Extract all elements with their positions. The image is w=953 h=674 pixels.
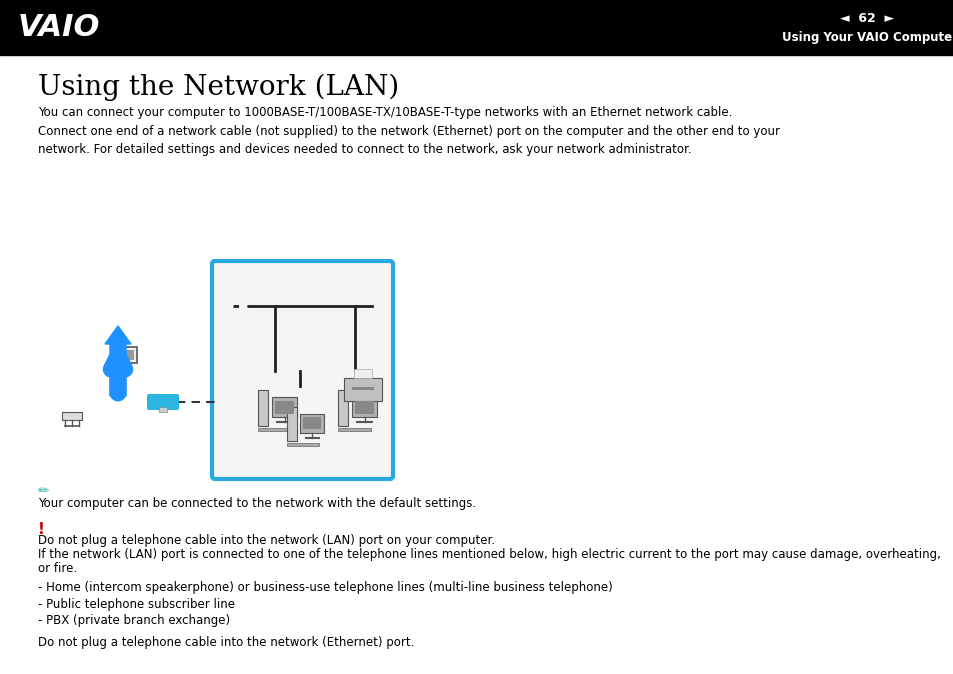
Bar	[287, 443, 318, 446]
Bar	[272, 397, 297, 417]
Text: or fire.: or fire.	[38, 562, 77, 575]
Bar	[257, 390, 268, 426]
FancyBboxPatch shape	[147, 394, 179, 410]
Bar	[354, 369, 372, 379]
FancyBboxPatch shape	[212, 261, 393, 479]
Bar	[303, 417, 321, 429]
Text: ✏: ✏	[38, 484, 50, 498]
Bar	[119, 347, 137, 363]
Bar	[257, 428, 291, 431]
Bar	[337, 390, 348, 426]
Bar	[300, 414, 324, 433]
Text: Using Your VAIO Computer: Using Your VAIO Computer	[781, 32, 953, 44]
Bar	[337, 428, 371, 431]
Bar	[352, 397, 376, 417]
Text: You can connect your computer to 1000BASE-T/100BASE-TX/10BASE-T-type networks wi: You can connect your computer to 1000BAS…	[38, 106, 780, 156]
Text: - PBX (private branch exchange): - PBX (private branch exchange)	[38, 614, 230, 627]
Bar	[62, 412, 82, 420]
Bar	[352, 387, 374, 390]
Text: - Home (intercom speakerphone) or business-use telephone lines (multi-line busin: - Home (intercom speakerphone) or busine…	[38, 581, 612, 594]
Bar	[274, 400, 294, 414]
Text: Do not plug a telephone cable into the network (Ethernet) port.: Do not plug a telephone cable into the n…	[38, 636, 414, 649]
Bar	[355, 400, 374, 414]
Text: Your computer can be connected to the network with the default settings.: Your computer can be connected to the ne…	[38, 497, 476, 510]
Bar	[287, 407, 296, 441]
Text: If the network (LAN) port is connected to one of the telephone lines mentioned b: If the network (LAN) port is connected t…	[38, 548, 940, 561]
Text: Do not plug a telephone cable into the network (LAN) port on your computer.: Do not plug a telephone cable into the n…	[38, 534, 495, 547]
FancyArrow shape	[105, 326, 131, 396]
Text: !: !	[38, 522, 45, 537]
Bar	[344, 379, 381, 401]
Text: ◄  62  ►: ◄ 62 ►	[840, 11, 893, 24]
Bar	[159, 407, 167, 412]
Text: VAIO: VAIO	[18, 13, 100, 42]
Text: Using the Network (LAN): Using the Network (LAN)	[38, 74, 399, 101]
Bar	[122, 350, 133, 360]
Bar	[0, 0, 953, 55]
Text: - Public telephone subscriber line: - Public telephone subscriber line	[38, 598, 234, 611]
